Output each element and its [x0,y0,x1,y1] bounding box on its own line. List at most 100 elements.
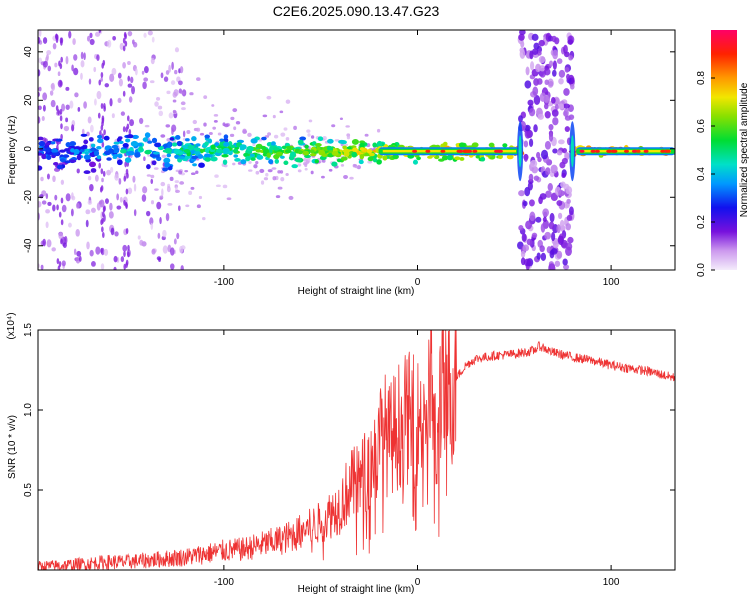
noise-blob [275,195,281,199]
noise-blob [565,223,572,231]
noise-blob [565,186,573,195]
noise-blob [51,247,56,252]
snr-xlabel: Height of straight line (km) [298,584,415,595]
noise-blob [561,157,568,165]
noise-blob [552,148,558,154]
noise-blob [173,238,177,245]
noise-blob [118,78,123,87]
noise-blob [125,228,129,235]
ridge-blob [268,159,274,165]
noise-blob [108,211,114,219]
ridge-blob [276,151,283,156]
noise-blob [127,244,130,251]
ridge-blob [52,151,60,156]
ridge-blob [250,157,256,161]
noise-blob [265,172,269,177]
noise-blob [523,153,528,162]
noise-blob [90,207,96,213]
noise-blob [73,248,77,256]
colorbar-tick-label: 0.8 [696,71,707,85]
ridge-blob [234,158,241,162]
noise-blob [125,203,128,210]
noise-blob [96,90,102,100]
noise-blob [185,204,190,208]
noise-blob [563,107,569,118]
noise-blob [89,32,93,39]
noise-blob [211,104,215,107]
noise-blob [131,85,136,95]
noise-blob [107,39,112,48]
noise-blob [38,30,42,37]
ridge-blob [358,159,364,165]
ridge-blob [471,142,479,148]
snr-panel: -100 0 100 0.5 1.0 1.5 Height of straight lin… [6,312,676,595]
colorbar-tick-label: 0.4 [696,167,707,181]
noise-blob [518,33,525,41]
noise-blob [58,211,62,218]
noise-blob [255,170,260,175]
noise-blob [283,127,288,131]
noise-blob [531,232,538,238]
noise-blob [537,156,542,163]
ridge-blob [454,156,461,161]
noise-blob [533,42,540,50]
ridge-blob [144,149,152,155]
noise-blob [59,63,63,70]
edge-spike [518,135,522,168]
noise-blob [305,160,310,164]
noise-blob [535,216,542,223]
noise-blob [542,216,547,223]
snr-ylabel: SNR (10 * v/v) [7,415,18,479]
noise-blob [127,75,131,82]
noise-blob [558,78,564,85]
noise-blob [151,36,155,43]
ridge-blob [163,157,171,164]
noise-blob [527,99,534,106]
ridge-blob [297,139,304,145]
ridge-peak [425,149,431,153]
colorbar-label: Normalized spectral amplitude [739,82,750,217]
ridge-blob [182,144,189,149]
noise-blob [89,38,95,46]
ridge-blob [310,152,317,157]
ridge-blob [108,148,115,154]
ridge-peak [590,149,596,153]
noise-blob [69,100,74,109]
noise-blob [68,30,72,39]
noise-blob [537,113,544,120]
noise-blob [556,250,563,259]
ridge-blob [193,147,201,151]
noise-blob [308,119,313,123]
noise-blob [60,238,63,245]
noise-blob [94,98,97,106]
ridge-blob [304,144,309,149]
ridge-blob [53,162,59,166]
ridge-blob [112,149,120,154]
ridge-blob [162,167,169,172]
ridge-blob [126,134,134,139]
ridge-peak [579,149,585,153]
ridge-blob [41,153,47,160]
ridge-blob [45,147,52,153]
ridge-blob [96,146,102,150]
ridge-blob [222,159,228,165]
ridge-blob [232,148,239,154]
noise-blob [354,165,359,169]
noise-blob [120,111,126,116]
noise-blob [552,60,557,70]
snr-axes: -100 0 100 0.5 1.0 1.5 [23,323,675,588]
ridge-blob [120,148,127,154]
noise-blob [52,43,57,50]
noise-blob [42,238,47,247]
noise-blob [100,168,104,175]
noise-blob [57,265,61,270]
noise-blob [38,105,42,111]
noise-blob [293,125,297,131]
ridge-blob [169,137,175,141]
noise-blob [279,110,284,114]
noise-blob [120,256,125,263]
noise-blob [192,119,197,125]
ridge-blob [372,142,378,148]
noise-blob [41,200,47,205]
ridge-blob [146,164,151,170]
